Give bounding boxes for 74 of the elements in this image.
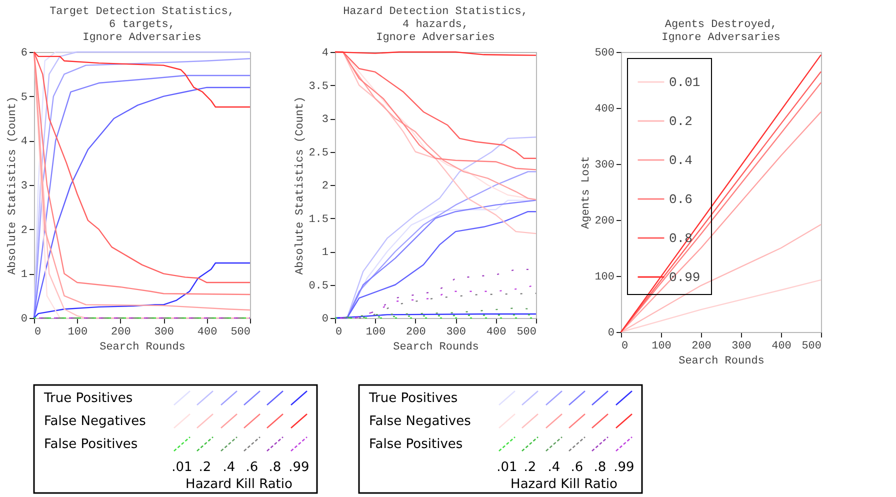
- x-axis-title: Search Rounds: [678, 356, 764, 368]
- y-tick-label: 300: [594, 160, 614, 172]
- y-tick-label: 6: [20, 48, 28, 60]
- x-tick-label: 0: [34, 326, 42, 338]
- y-tick-label: 1: [322, 247, 329, 259]
- chart-title: Hazard Detection Statistics, 4 hazards, Ignore Adversaries: [343, 6, 528, 44]
- y-tick-label: 1: [20, 269, 28, 282]
- x-tick-label: 200: [110, 326, 131, 338]
- text: .2: [524, 460, 536, 475]
- legend-label: 0.2: [669, 114, 692, 129]
- y-tick-label: 200: [594, 216, 614, 228]
- legend-label: 0.4: [669, 153, 693, 168]
- x-tick-label: 400: [197, 326, 218, 338]
- x-tick-label: 500: [802, 340, 822, 352]
- x-tick-label: 100: [68, 326, 88, 338]
- y-tick-label: 0: [20, 314, 28, 326]
- x-tick-label: 500: [230, 326, 250, 338]
- x-tick-label: 200: [692, 340, 712, 352]
- text: .01: [496, 460, 518, 475]
- y-tick-label: 100: [594, 272, 614, 284]
- x-tick-label: 500: [516, 326, 536, 338]
- text: False Negatives: [44, 414, 146, 429]
- text: .4: [548, 460, 560, 475]
- y-tick-label: 3: [20, 180, 28, 192]
- line-series: [33, 51, 251, 108]
- y-tick-label: 400: [594, 104, 614, 116]
- legend-label: 0.01: [669, 75, 700, 90]
- x-tick-label: 0: [622, 340, 628, 352]
- y-tick-label: 5: [20, 92, 28, 104]
- y-tick-label: 0.5: [308, 280, 328, 292]
- y-tick-label: 3.5: [308, 80, 328, 93]
- y-tick-label: 1.5: [308, 214, 328, 226]
- text: .6: [246, 460, 258, 475]
- text: .8: [268, 460, 282, 475]
- x-tick-label: 300: [154, 326, 174, 338]
- text: .8: [594, 460, 606, 475]
- y-tick-label: 4: [20, 136, 28, 148]
- y-tick-label: 2: [20, 224, 28, 237]
- x-tick-label: 0: [336, 326, 342, 338]
- chart-title: Target Detection Statistics, 6 targets, Ignore Adversaries: [50, 6, 234, 44]
- x-tick-label: 100: [652, 340, 672, 352]
- text: False Positives: [44, 437, 138, 452]
- x-tick-label: 400: [772, 340, 792, 352]
- text: .99: [614, 460, 634, 475]
- x-tick-label: 400: [486, 326, 506, 338]
- y-tick-label: 2.5: [308, 147, 328, 160]
- text: True Positives: [368, 391, 458, 406]
- y-tick-label: 3: [322, 114, 328, 126]
- text: True Positives: [43, 391, 133, 406]
- legend-title: Hazard Kill Ratio: [186, 477, 292, 492]
- text: .01: [172, 460, 192, 475]
- y-axis-title: Absolute Statistics (Count): [294, 96, 307, 275]
- x-tick-label: 200: [406, 326, 426, 338]
- text: .6: [570, 460, 584, 475]
- y-axis-title: Absolute Statistics (Count): [6, 96, 19, 275]
- chart-title: Agents Destroyed, Ignore Adversaries: [662, 19, 780, 44]
- legend-title: Hazard Kill Ratio: [510, 477, 618, 492]
- y-tick-label: 500: [594, 48, 614, 60]
- text: False Positives: [369, 437, 463, 452]
- y-tick-label: 0: [322, 314, 328, 326]
- x-axis-title: Search Rounds: [393, 342, 479, 354]
- y-tick-label: 2: [322, 180, 328, 192]
- y-axis-title: Agents Lost: [580, 156, 593, 229]
- legend-label: 0.6: [669, 192, 692, 207]
- text: False Negatives: [369, 414, 472, 429]
- x-tick-label: 100: [366, 326, 386, 338]
- text: .2: [198, 460, 212, 475]
- x-axis-title: Search Rounds: [100, 342, 186, 354]
- legend-label: 0.99: [669, 270, 700, 285]
- text: .99: [288, 460, 310, 475]
- x-tick-label: 300: [732, 340, 752, 352]
- y-tick-label: 4: [322, 48, 329, 60]
- text: .4: [222, 460, 236, 475]
- x-tick-label: 300: [446, 326, 466, 338]
